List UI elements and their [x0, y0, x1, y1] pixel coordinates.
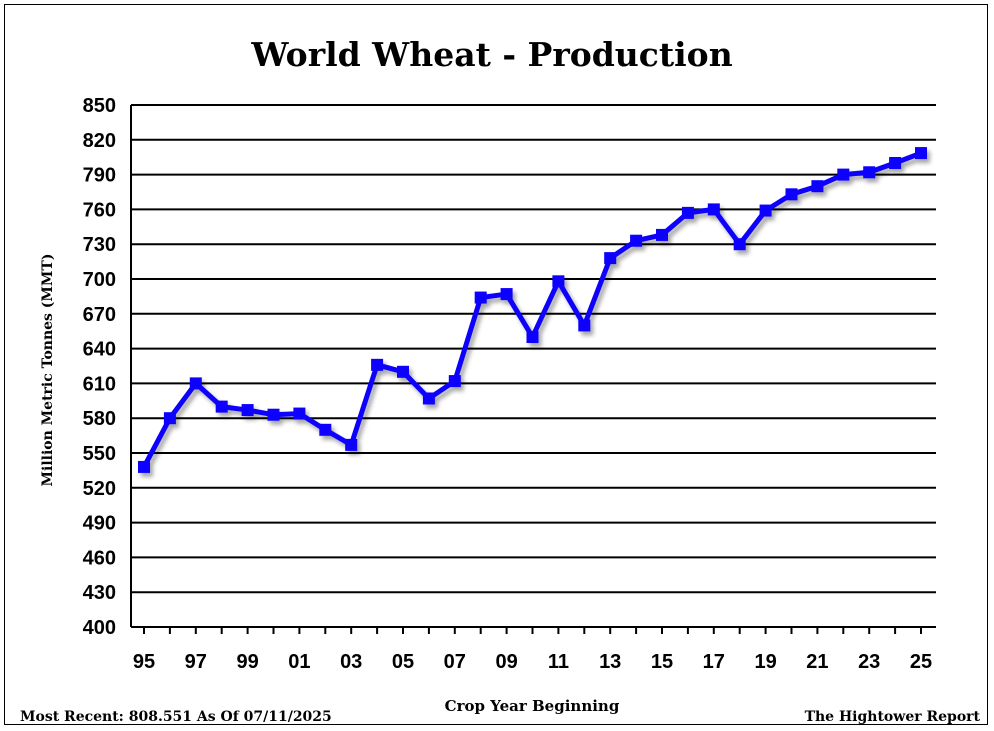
data-point-2001	[293, 407, 306, 420]
data-point-2024	[889, 157, 902, 169]
data-point-2009	[500, 288, 513, 301]
x-tick-07: 07	[444, 651, 466, 673]
data-point-2004	[371, 358, 384, 371]
y-tick-610: 610	[83, 373, 116, 395]
x-tick-99: 99	[236, 651, 258, 673]
data-point-1998	[215, 400, 228, 413]
x-tick-11: 11	[548, 651, 569, 673]
axes	[130, 105, 936, 634]
y-tick-760: 760	[83, 199, 116, 221]
y-tick-850: 850	[83, 95, 116, 117]
x-tick-05: 05	[392, 651, 414, 673]
data-point-2023	[863, 166, 876, 179]
x-tick-19: 19	[754, 651, 776, 673]
data-point-2020	[785, 188, 798, 201]
data-point-2013	[604, 252, 617, 265]
x-tick-15: 15	[651, 651, 673, 673]
x-tick-labels: 95 97 99 01 03 05 07 09 11 13 15 17 19 21 23 25	[133, 651, 932, 673]
most-recent-note: Most Recent: 808.551 As Of 07/11/2025	[20, 709, 332, 725]
y-tick-400: 400	[83, 617, 116, 639]
data-point-2017	[707, 203, 720, 216]
data-point-2011	[552, 275, 565, 288]
data-point-2016	[681, 206, 694, 219]
y-tick-670: 670	[83, 304, 116, 326]
x-tick-03: 03	[340, 651, 362, 673]
data-point-2019	[759, 204, 772, 217]
y-tick-790: 790	[83, 165, 116, 187]
x-tick-23: 23	[858, 651, 880, 673]
grid-lines	[131, 104, 936, 594]
data-point-2022	[837, 168, 850, 181]
y-tick-730: 730	[83, 234, 116, 256]
data-point-2015	[656, 228, 668, 241]
x-tick-25: 25	[910, 651, 932, 673]
series-production	[138, 147, 927, 473]
x-tick-21: 21	[806, 651, 828, 673]
x-tick-95: 95	[133, 651, 155, 673]
series-line	[141, 150, 922, 469]
y-tick-430: 430	[83, 582, 116, 604]
y-tick-700: 700	[83, 269, 116, 291]
data-point-2025	[915, 147, 927, 160]
data-point-2003	[345, 438, 358, 451]
data-point-1997	[189, 377, 202, 390]
y-tick-580: 580	[83, 408, 116, 430]
x-tick-01: 01	[288, 651, 310, 673]
y-tick-550: 550	[83, 443, 116, 465]
y-tick-460: 460	[83, 547, 116, 569]
data-point-2006	[422, 392, 435, 405]
y-tick-490: 490	[83, 513, 116, 535]
data-point-1996	[163, 412, 176, 425]
x-axis-label: Crop Year Beginning	[445, 697, 620, 715]
x-tick-13: 13	[599, 651, 621, 673]
chart-title: World Wheat - Production	[250, 35, 732, 74]
data-point-2007	[448, 375, 461, 388]
x-tick-09: 09	[495, 651, 517, 673]
data-point-2008	[474, 291, 487, 304]
source-credit: The Hightower Report	[805, 709, 981, 725]
data-point-2014	[630, 234, 643, 247]
data-point-2012	[578, 319, 591, 332]
x-tick-97: 97	[185, 651, 207, 673]
data-point-2021	[811, 180, 824, 193]
chart-frame	[4, 4, 988, 725]
x-tick-17: 17	[703, 651, 725, 673]
data-point-1999	[241, 404, 254, 417]
data-point-2018	[733, 238, 746, 251]
y-tick-640: 640	[83, 339, 116, 361]
data-point-2010	[526, 331, 539, 343]
data-point-2005	[397, 365, 409, 378]
y-tick-820: 820	[83, 130, 116, 152]
y-tick-labels: 400 430 460 490 520 550 580 610 640 670 700 730 760 7…	[83, 95, 116, 639]
data-point-2000	[267, 408, 280, 421]
y-tick-520: 520	[83, 478, 116, 500]
data-point-2002	[319, 423, 332, 436]
data-point-1995	[138, 460, 150, 473]
y-axis-label: Million Metric Tonnes (MMT)	[40, 254, 56, 487]
